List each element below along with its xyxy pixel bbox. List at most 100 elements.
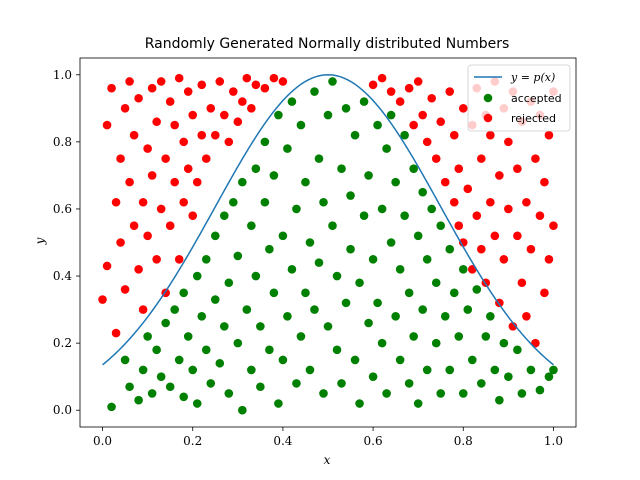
y-tick-label: 0.6 [53, 202, 72, 216]
accepted-point [323, 322, 333, 331]
accepted-point [337, 379, 346, 388]
accepted-point [422, 365, 432, 375]
rejected-point [165, 221, 175, 231]
rejected-point [147, 83, 157, 93]
rejected-point [107, 83, 116, 93]
accepted-point [265, 244, 274, 254]
accepted-point [301, 288, 310, 298]
accepted-point [395, 265, 405, 274]
y-tick-label: 0.2 [53, 336, 72, 350]
rejected-point [260, 83, 270, 93]
rejected-point [210, 130, 220, 140]
accepted-point [256, 322, 265, 331]
rejected-point [377, 73, 387, 83]
accepted-point [256, 382, 265, 392]
rejected-point [504, 204, 513, 214]
accepted-point [192, 271, 202, 281]
rejected-point [531, 154, 540, 163]
rejected-point [418, 110, 427, 120]
accepted-point [346, 191, 355, 200]
rejected-point [242, 73, 252, 83]
rejected-point [170, 177, 179, 187]
rejected-point [116, 154, 125, 163]
y-tick-label: 0.0 [53, 403, 72, 417]
accepted-point [350, 355, 360, 365]
accepted-point [210, 231, 220, 241]
accepted-point [165, 382, 175, 392]
accepted-point [201, 345, 211, 355]
rejected-point [152, 117, 161, 127]
accepted-point [449, 288, 459, 298]
rejected-point [513, 164, 522, 173]
accepted-point [143, 332, 152, 341]
x-tick-label: 0.2 [183, 434, 202, 448]
accepted-point [454, 332, 464, 341]
y-tick-label: 1.0 [53, 68, 72, 82]
accepted-point [238, 405, 247, 415]
accepted-point [170, 305, 179, 314]
legend: y = p(x) accepted rejected [467, 64, 571, 132]
rejected-point [170, 120, 179, 130]
rejected-point [454, 164, 464, 173]
rejected-point [472, 211, 482, 220]
accepted-point [174, 355, 184, 365]
rejected-point [161, 154, 170, 163]
accepted-point [409, 164, 418, 173]
rejected-point [454, 221, 464, 231]
accepted-point [431, 278, 441, 288]
x-tick-label: 0.8 [454, 434, 473, 448]
rejected-point [251, 80, 261, 90]
accepted-point [147, 389, 157, 398]
rejected-point [517, 278, 527, 288]
rejected-point [504, 137, 513, 147]
accepted-point [156, 372, 166, 381]
rejected-point [522, 197, 531, 207]
rejected-point [278, 77, 288, 86]
accepted-point [296, 332, 306, 341]
rejected-point [188, 110, 198, 120]
rejected-point [427, 93, 437, 103]
rejected-point [449, 197, 459, 207]
rejected-point [544, 130, 554, 140]
legend-rejected-label: rejected [511, 112, 556, 125]
rejected-point [409, 120, 418, 130]
rejected-point [183, 87, 193, 96]
density-curve [102, 74, 554, 366]
rejected-point [138, 197, 148, 207]
accepted-point [409, 332, 418, 341]
x-tick-label: 0.0 [93, 434, 112, 448]
accepted-point [305, 365, 315, 375]
rejected-point [431, 154, 441, 163]
rejected-point [508, 322, 518, 331]
y-tick-label: 0.8 [53, 135, 72, 149]
accepted-point [549, 365, 558, 375]
accepted-point [427, 204, 437, 214]
accepted-point [436, 221, 446, 231]
rejected-point [522, 312, 531, 321]
accepted-point [192, 399, 202, 408]
rejected-point [436, 117, 446, 127]
rejected-point [368, 80, 378, 90]
accepted-point [400, 211, 409, 220]
accepted-point [422, 254, 432, 264]
accepted-point [242, 305, 252, 314]
legend-rejected-swatch [483, 113, 493, 123]
accepted-point [544, 372, 554, 381]
accepted-point [341, 298, 351, 308]
accepted-point [517, 389, 527, 398]
accepted-point [400, 130, 409, 140]
legend-accepted-label: accepted [511, 92, 562, 105]
accepted-point [283, 312, 292, 321]
rejected-point [138, 305, 148, 314]
accepted-point [274, 110, 283, 120]
accepted-point [247, 365, 256, 375]
accepted-point [224, 278, 234, 288]
rejected-point [413, 77, 423, 86]
rejected-point [395, 97, 405, 106]
rejected-point [201, 154, 211, 163]
rejected-point [386, 87, 396, 96]
accepted-point [233, 338, 243, 348]
rejected-point [188, 211, 198, 220]
accepted-point [472, 285, 482, 294]
accepted-point [292, 379, 301, 388]
